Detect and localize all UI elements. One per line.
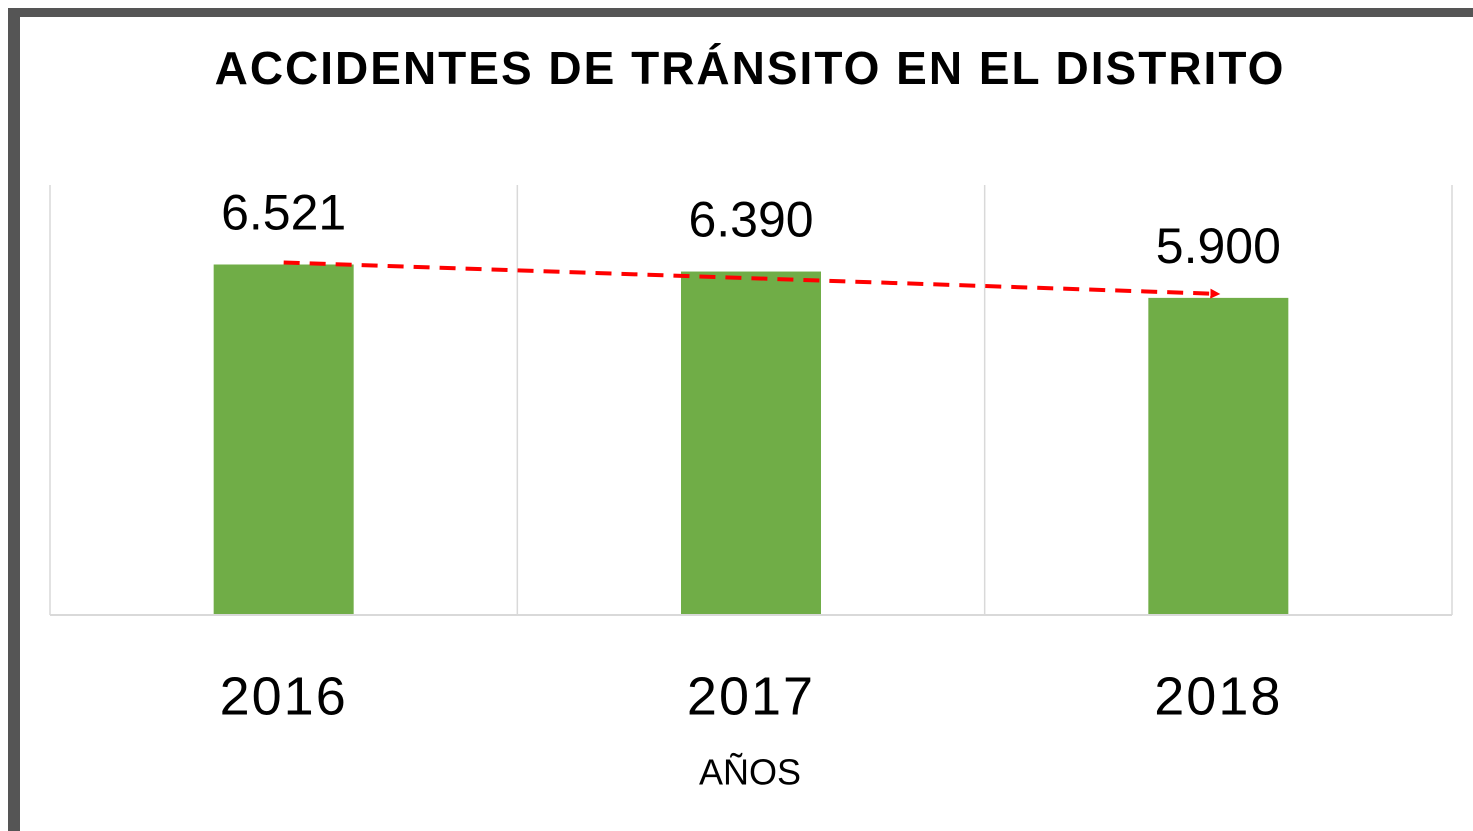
- bar: [213, 264, 354, 615]
- x-tick-label: 2017: [687, 666, 815, 726]
- value-label: 6.521: [221, 185, 346, 241]
- value-label: 6.390: [688, 192, 813, 248]
- x-tick-label: 2016: [220, 666, 348, 726]
- bar: [1148, 297, 1289, 615]
- value-label: 5.900: [1156, 218, 1281, 274]
- bar: [681, 271, 821, 615]
- chart-title: ACCIDENTES DE TRÁNSITO EN EL DISTRITO: [215, 42, 1286, 94]
- x-tick-label: 2018: [1154, 666, 1282, 726]
- x-axis-title: AÑOS: [699, 752, 801, 793]
